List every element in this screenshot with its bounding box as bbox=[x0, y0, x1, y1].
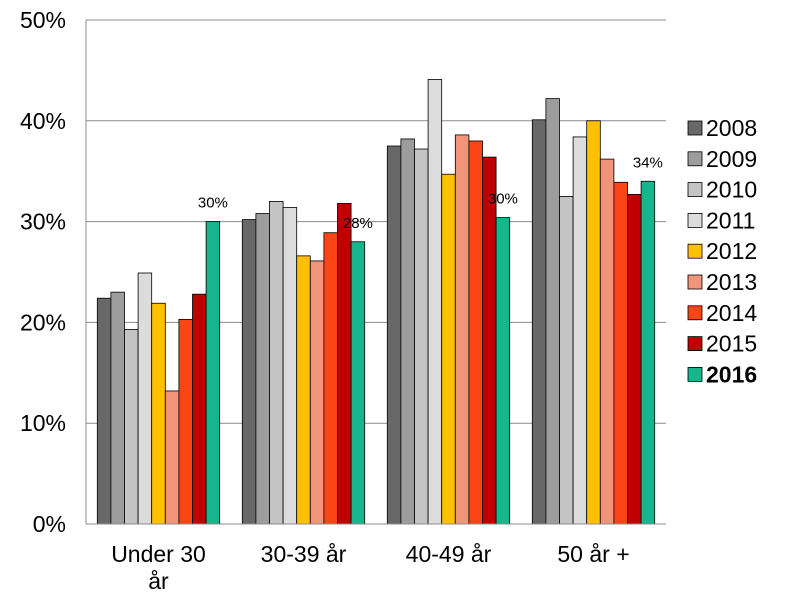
legend: 2008 2009 2010 2011 2012 2013 2014 2015 2016 bbox=[687, 115, 757, 387]
bar-2014 bbox=[468, 140, 483, 525]
bar-2014 bbox=[178, 318, 193, 525]
y-tick-label: 0% bbox=[33, 511, 66, 537]
bar-2014 bbox=[323, 232, 338, 525]
legend-label: 2013 bbox=[706, 269, 757, 295]
bar-2008 bbox=[96, 297, 112, 525]
bar-2016 bbox=[495, 217, 511, 525]
bar-2009 bbox=[255, 213, 270, 525]
bar-2010 bbox=[559, 195, 574, 525]
legend-label: 2012 bbox=[706, 238, 757, 264]
y-tick-label: 20% bbox=[20, 309, 66, 335]
bar-2015 bbox=[192, 293, 207, 525]
axes bbox=[85, 20, 666, 525]
legend-swatch bbox=[687, 366, 703, 382]
x-category-label: 40-49 år bbox=[406, 541, 492, 567]
x-category-label: 30-39 år bbox=[261, 541, 347, 567]
bar-2010 bbox=[414, 148, 429, 525]
data-labels: 30% 28% 30% 34% bbox=[198, 154, 663, 231]
bar-2008 bbox=[241, 219, 257, 525]
bar-2015 bbox=[482, 156, 497, 525]
data-label: 28% bbox=[343, 215, 373, 232]
bar-2015 bbox=[337, 203, 352, 525]
bar-2010 bbox=[124, 329, 139, 525]
bars bbox=[96, 79, 656, 525]
bar-2013 bbox=[309, 260, 325, 525]
bar-2015 bbox=[627, 193, 642, 525]
legend-label: 2014 bbox=[706, 300, 757, 326]
bar-2008 bbox=[531, 119, 547, 525]
bar-2016 bbox=[640, 180, 656, 525]
bar-2011 bbox=[572, 136, 588, 525]
y-tick-label: 50% bbox=[20, 7, 66, 33]
bar-2012 bbox=[441, 173, 456, 525]
y-tick-label: 40% bbox=[20, 108, 66, 134]
bar-2008 bbox=[386, 145, 402, 525]
legend-label: 2011 bbox=[706, 207, 755, 233]
bar-2012 bbox=[151, 302, 166, 525]
bar-2016 bbox=[350, 241, 366, 525]
bar-2011 bbox=[137, 272, 153, 525]
y-tick-label: 10% bbox=[20, 410, 66, 436]
legend-label: 2015 bbox=[706, 331, 757, 357]
bar-2013 bbox=[164, 390, 180, 525]
bar-2014 bbox=[613, 181, 628, 525]
bar-2009 bbox=[400, 138, 415, 525]
legend-label: 2010 bbox=[706, 177, 757, 203]
x-category-label: Under 30 bbox=[111, 541, 206, 567]
y-tick-labels: 0% 10% 20% 30% 40% 50% bbox=[20, 7, 66, 537]
legend-swatch bbox=[687, 120, 703, 136]
bar-2009 bbox=[110, 291, 125, 525]
data-label: 30% bbox=[198, 195, 228, 212]
data-label: 30% bbox=[488, 191, 518, 208]
legend-swatch bbox=[687, 305, 703, 321]
bar-2010 bbox=[269, 201, 284, 525]
x-category-label: 50 år + bbox=[557, 541, 629, 567]
bar-2016 bbox=[205, 221, 221, 525]
legend-swatch bbox=[687, 274, 703, 290]
bar-2011 bbox=[427, 79, 443, 525]
bar-2011 bbox=[282, 207, 298, 525]
legend-swatch bbox=[687, 151, 703, 167]
bar-2013 bbox=[599, 158, 615, 525]
x-category-label: år bbox=[148, 568, 169, 594]
legend-swatch bbox=[687, 182, 703, 198]
legend-swatch bbox=[687, 212, 703, 228]
legend-label: 2016 bbox=[706, 361, 757, 387]
y-tick-label: 30% bbox=[20, 209, 66, 235]
bar-2012 bbox=[296, 255, 311, 525]
bar-2012 bbox=[586, 120, 601, 525]
bar-2013 bbox=[454, 134, 470, 525]
legend-swatch bbox=[687, 336, 703, 352]
legend-label: 2009 bbox=[706, 146, 757, 172]
bar-2009 bbox=[545, 98, 560, 525]
data-label: 34% bbox=[633, 154, 663, 171]
legend-swatch bbox=[687, 243, 703, 259]
legend-label: 2008 bbox=[706, 115, 757, 141]
